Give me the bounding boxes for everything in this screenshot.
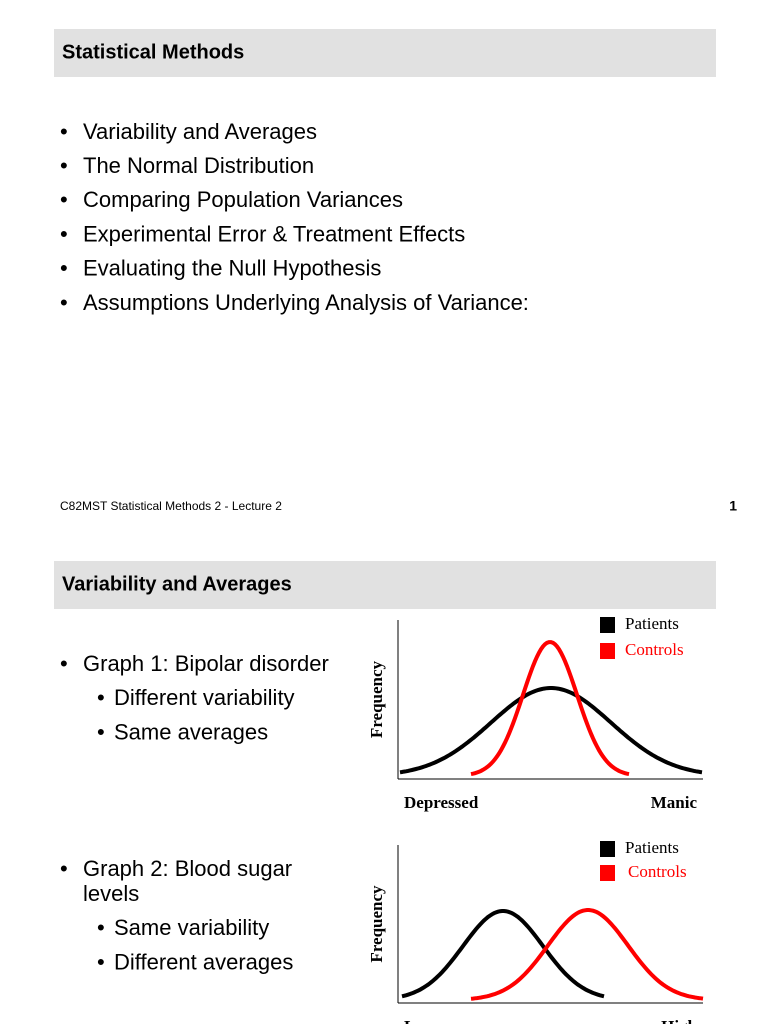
curve bbox=[401, 909, 605, 999]
slide-title: Statistical Methods bbox=[62, 41, 244, 63]
bullet-dot: • bbox=[97, 685, 105, 710]
y-label: Frequency bbox=[367, 885, 386, 963]
bullet-dot: • bbox=[60, 221, 68, 246]
legend-swatch bbox=[600, 643, 615, 659]
bullet: Experimental Error & Treatment Effects bbox=[83, 221, 465, 246]
x-left-label: Depressed bbox=[404, 793, 479, 812]
bullet-dot: • bbox=[97, 915, 105, 940]
x-left-label: Low bbox=[404, 1017, 437, 1024]
legend-swatch bbox=[600, 617, 615, 633]
bullet-dot: • bbox=[97, 719, 105, 744]
bullet-dot: • bbox=[60, 256, 68, 281]
slide-title: Variability and Averages bbox=[62, 573, 292, 595]
bullet: Variability and Averages bbox=[83, 119, 317, 144]
bullet-dot: • bbox=[60, 153, 68, 178]
sub-bullet: Different averages bbox=[114, 949, 293, 974]
bullet-dot: • bbox=[60, 290, 68, 315]
curve bbox=[399, 686, 703, 775]
bullet-dot: • bbox=[60, 119, 68, 144]
y-label: Frequency bbox=[367, 660, 386, 738]
curve bbox=[470, 908, 704, 1001]
legend-label: Controls bbox=[625, 640, 684, 659]
bullet: Assumptions Underlying Analysis of Varia… bbox=[83, 290, 529, 315]
sub-bullet: Same variability bbox=[114, 915, 269, 940]
sub-bullet: Same averages bbox=[114, 719, 268, 744]
legend-swatch bbox=[600, 841, 615, 857]
legend-label: Controls bbox=[628, 862, 687, 881]
x-right-label: Manic bbox=[651, 793, 698, 812]
bullet-dot: • bbox=[60, 856, 68, 881]
bullet-dot: • bbox=[60, 187, 68, 212]
page-number: 1 bbox=[729, 498, 737, 514]
footer: C82MST Statistical Methods 2 - Lecture 2 bbox=[60, 499, 282, 513]
bullet: Comparing Population Variances bbox=[83, 187, 403, 212]
bullet: The Normal Distribution bbox=[83, 153, 314, 178]
bullet-dot: • bbox=[97, 949, 105, 974]
legend-label: Patients bbox=[625, 838, 679, 857]
bullet: Graph 1: Bipolar disorder bbox=[83, 651, 329, 676]
curve bbox=[470, 640, 630, 777]
bullet: Graph 2: Blood sugar bbox=[83, 856, 292, 881]
legend-swatch bbox=[600, 865, 615, 881]
bullet: levels bbox=[83, 881, 139, 906]
header-bar bbox=[54, 561, 716, 609]
x-right-label: High bbox=[661, 1017, 697, 1024]
sub-bullet: Different variability bbox=[114, 685, 295, 710]
bullet-dot: • bbox=[60, 651, 68, 676]
header-bar bbox=[54, 29, 716, 77]
bullet: Evaluating the Null Hypothesis bbox=[83, 256, 381, 281]
legend-label: Patients bbox=[625, 614, 679, 633]
